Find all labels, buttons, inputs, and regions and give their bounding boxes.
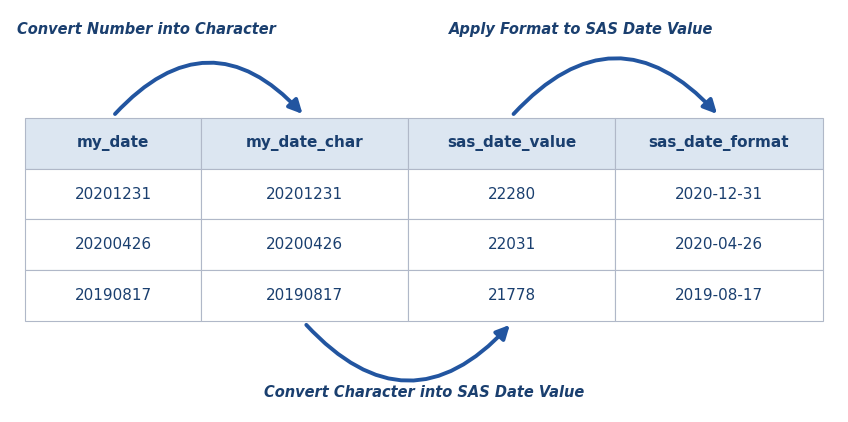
Bar xyxy=(25,219,201,270)
Text: 2020-04-26: 2020-04-26 xyxy=(675,237,763,252)
Text: 20201231: 20201231 xyxy=(266,187,343,202)
Text: 20201231: 20201231 xyxy=(75,187,152,202)
Bar xyxy=(408,118,616,169)
Bar xyxy=(201,270,408,321)
Text: 20200426: 20200426 xyxy=(266,237,343,252)
Text: Apply Format to SAS Date Value: Apply Format to SAS Date Value xyxy=(449,22,714,37)
Text: my_date: my_date xyxy=(77,135,149,151)
Bar xyxy=(25,169,201,219)
Bar xyxy=(616,270,823,321)
Bar xyxy=(201,118,408,169)
Bar xyxy=(408,219,616,270)
Bar xyxy=(201,169,408,219)
Text: sas_date_value: sas_date_value xyxy=(447,135,577,151)
Text: Convert Number into Character: Convert Number into Character xyxy=(17,22,276,37)
Bar xyxy=(616,118,823,169)
Text: Convert Character into SAS Date Value: Convert Character into SAS Date Value xyxy=(264,385,584,400)
Bar xyxy=(408,270,616,321)
Text: 2019-08-17: 2019-08-17 xyxy=(675,288,763,303)
Text: 20190817: 20190817 xyxy=(266,288,343,303)
Text: 20190817: 20190817 xyxy=(75,288,152,303)
Bar xyxy=(201,219,408,270)
Bar xyxy=(616,219,823,270)
Text: 20200426: 20200426 xyxy=(75,237,152,252)
Text: 21778: 21778 xyxy=(488,288,536,303)
Text: 22280: 22280 xyxy=(488,187,536,202)
Text: 2020-12-31: 2020-12-31 xyxy=(675,187,763,202)
Text: my_date_char: my_date_char xyxy=(246,135,363,151)
Bar xyxy=(25,270,201,321)
Bar xyxy=(616,169,823,219)
Bar xyxy=(408,169,616,219)
Bar xyxy=(25,118,201,169)
Text: sas_date_format: sas_date_format xyxy=(649,135,789,151)
Text: 22031: 22031 xyxy=(488,237,536,252)
